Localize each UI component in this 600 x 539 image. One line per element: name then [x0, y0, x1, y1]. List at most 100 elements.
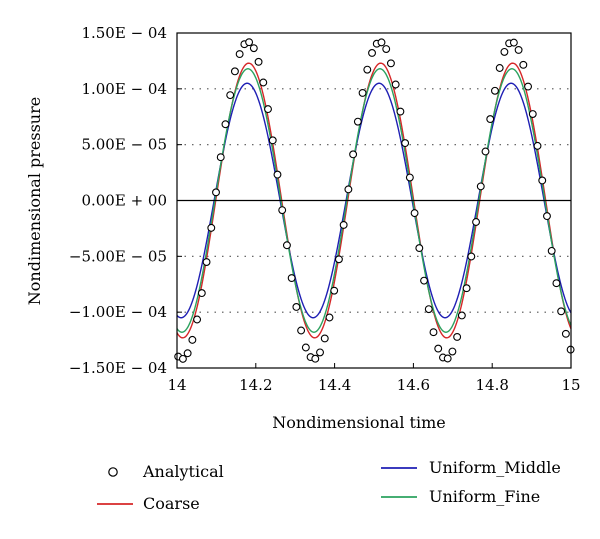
- x-tick-label: 14.6: [397, 376, 430, 394]
- analytical-point: [188, 335, 197, 344]
- analytical-point: [193, 315, 202, 324]
- analytical-point: [453, 333, 462, 341]
- y-tick-label: −1.50E − 04: [69, 359, 167, 377]
- analytical-point: [339, 220, 348, 229]
- analytical-point: [183, 349, 192, 358]
- analytical-point: [197, 289, 206, 298]
- tick-labels: 14 14.2 14.4 14.6 14.8 15 −1.50E − 04 −1.00E − …: [69, 24, 581, 394]
- analytical-point: [212, 188, 220, 197]
- analytical-point: [278, 206, 287, 215]
- analytical-point: [221, 120, 230, 129]
- analytical-point: [330, 286, 339, 295]
- analytical-point: [519, 60, 528, 69]
- analytical-point: [533, 141, 542, 150]
- analytical-point: [254, 57, 263, 66]
- y-tick-label: −5.00E − 05: [69, 247, 167, 265]
- legend-uniform-fine: Uniform_Fine: [381, 487, 540, 506]
- y-tick-label: 0.00E + 00: [81, 192, 167, 210]
- legend-analytical: Analytical: [108, 462, 224, 481]
- analytical-point: [391, 80, 400, 89]
- analytical-point: [358, 88, 367, 97]
- analytical-point: [311, 354, 320, 363]
- series-line-uniform-middle: [176, 82, 572, 319]
- analytical-point: [528, 110, 537, 118]
- analytical-point: [424, 305, 433, 314]
- analytical-point: [316, 348, 324, 357]
- analytical-point: [325, 313, 334, 322]
- legend-uniform-middle-label: Uniform_Middle: [429, 458, 561, 477]
- y-tick-label: 5.00E − 05: [81, 136, 167, 154]
- analytical-point: [282, 241, 291, 250]
- analytical-point: [334, 255, 343, 264]
- analytical-point: [538, 176, 547, 185]
- analytical-point: [552, 279, 561, 288]
- analytical-point: [235, 50, 244, 59]
- analytical-point: [509, 38, 518, 47]
- legend-coarse-label: Coarse: [143, 494, 200, 513]
- analytical-point: [443, 354, 452, 363]
- legend: Analytical Coarse Uniform_Middle Uniform_Fi…: [97, 458, 561, 513]
- analytical-point: [500, 47, 509, 56]
- analytical-point: [287, 274, 296, 283]
- analytical-point: [396, 107, 405, 116]
- analytical-point: [561, 329, 570, 338]
- analytical-point: [486, 115, 495, 124]
- analytical-point: [415, 244, 424, 253]
- analytical-point: [557, 307, 566, 316]
- x-tick-label: 15: [561, 376, 580, 394]
- analytical-point: [401, 139, 410, 148]
- series-layer: [174, 38, 575, 363]
- x-tick-label: 14.8: [475, 376, 508, 394]
- analytical-point: [491, 86, 499, 95]
- legend-analytical-label: Analytical: [142, 462, 224, 481]
- x-tick-label: 14: [167, 376, 186, 394]
- analytical-point: [230, 67, 239, 76]
- analytical-point: [457, 311, 466, 320]
- x-tick-label: 14.4: [318, 376, 351, 394]
- analytical-point: [420, 276, 428, 285]
- analytical-point: [481, 147, 490, 156]
- analytical-point: [344, 185, 353, 194]
- legend-uniform-middle: Uniform_Middle: [381, 458, 561, 477]
- series-line-uniform-fine: [176, 68, 572, 333]
- analytical-point: [467, 252, 476, 261]
- legend-uniform-fine-label: Uniform_Fine: [429, 487, 540, 506]
- analytical-point: [297, 326, 306, 335]
- analytical-point: [543, 212, 551, 221]
- analytical-point: [245, 38, 254, 47]
- analytical-point: [472, 218, 480, 226]
- analytical-point: [547, 246, 556, 255]
- analytical-point: [216, 153, 225, 162]
- analytical-point: [514, 45, 523, 54]
- analytical-point: [524, 82, 532, 91]
- analytical-point: [207, 223, 216, 232]
- analytical-point: [405, 173, 414, 182]
- analytical-point: [268, 136, 277, 145]
- x-axis-title: Nondimensional time: [272, 413, 445, 432]
- series-line-coarse: [176, 62, 572, 339]
- analytical-point: [226, 91, 235, 100]
- analytical-point: [178, 354, 187, 363]
- analytical-point: [264, 105, 272, 114]
- analytical-point: [386, 59, 395, 68]
- y-axis-title: Nondimensional pressure: [25, 97, 44, 305]
- analytical-point: [382, 45, 391, 53]
- analytical-point: [368, 49, 376, 57]
- analytical-point: [410, 209, 419, 218]
- y-tick-label: 1.00E − 04: [81, 80, 167, 98]
- analytical-point: [495, 64, 504, 72]
- y-tick-label: 1.50E − 04: [81, 24, 167, 42]
- analytical-point: [462, 284, 471, 293]
- analytical-point: [434, 344, 443, 353]
- analytical-point: [476, 182, 485, 191]
- analytical-point: [349, 150, 358, 159]
- analytical-point: [259, 78, 268, 87]
- analytical-point: [363, 65, 372, 74]
- analytical-point: [249, 44, 258, 53]
- axes: [176, 32, 572, 369]
- analytical-point: [301, 343, 310, 352]
- analytical-point: [273, 170, 282, 179]
- x-tick-label: 14.2: [239, 376, 272, 394]
- analytical-point: [292, 303, 301, 311]
